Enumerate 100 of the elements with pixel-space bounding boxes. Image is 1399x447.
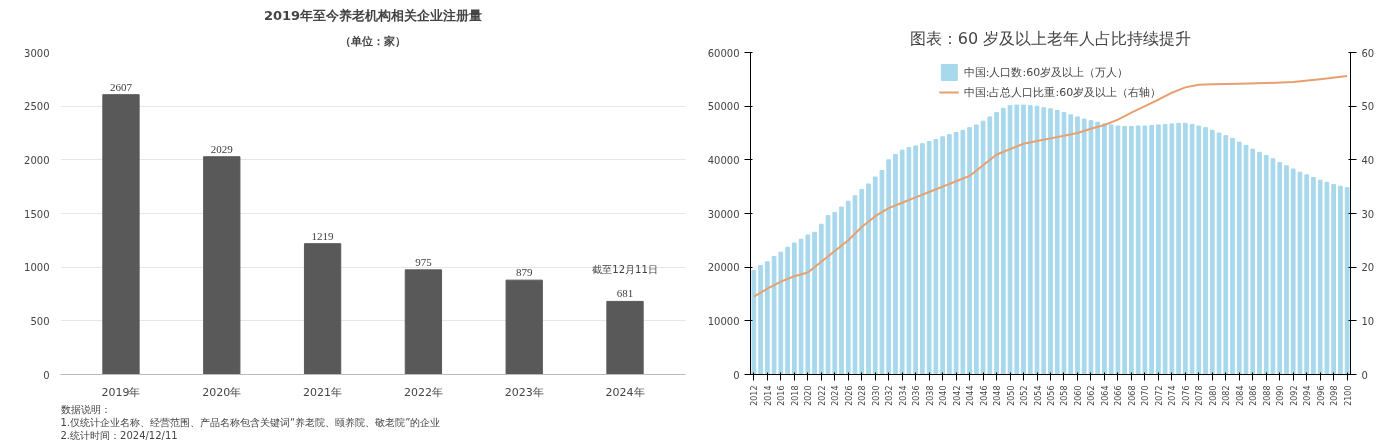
bar xyxy=(1095,121,1101,375)
x-tick-label: 2024年 xyxy=(605,385,645,399)
x-tick-label: 2050 xyxy=(1006,385,1016,406)
x-tick-label: 2082 xyxy=(1222,385,1232,406)
y-tick-label: 40000 xyxy=(707,154,740,166)
x-tick-label: 2078 xyxy=(1195,385,1205,406)
y-tick-label: 3000 xyxy=(24,47,50,59)
x-tick-label: 2030 xyxy=(871,385,881,406)
y2-tick-label: 60 xyxy=(1361,47,1375,59)
x-tick-label: 2026 xyxy=(844,385,854,406)
x-tick-label: 2014 xyxy=(763,385,773,406)
bar xyxy=(1075,116,1080,375)
text: 2.统计时间：2024/12/11 xyxy=(60,429,178,441)
y-tick-label: 30000 xyxy=(707,208,740,220)
bar xyxy=(1027,105,1033,375)
x-tick-label: 2076 xyxy=(1181,385,1191,406)
x-tick-label: 2023年 xyxy=(504,385,544,399)
y-tick-label: 1000 xyxy=(24,262,50,274)
bar xyxy=(1182,122,1188,375)
x-tick-label: 2020 xyxy=(804,385,814,406)
bar xyxy=(818,223,824,375)
y2-tick-label: 40 xyxy=(1361,154,1375,166)
bar xyxy=(1209,129,1215,375)
bar xyxy=(1203,127,1208,375)
data-label: 681 xyxy=(616,287,634,300)
bar xyxy=(1048,108,1053,375)
x-tick-label: 2016 xyxy=(777,385,787,406)
bar xyxy=(1236,141,1242,375)
x-tick-label: 2036 xyxy=(912,385,922,406)
bar xyxy=(1344,187,1350,375)
x-tick-label: 2070 xyxy=(1141,385,1151,406)
bar xyxy=(751,269,757,375)
x-tick-label: 2021年 xyxy=(303,385,343,399)
bar xyxy=(203,156,241,375)
x-tick-label: 2040 xyxy=(939,385,949,406)
x-tick-label: 2064 xyxy=(1100,385,1110,406)
x-tick-label: 2090 xyxy=(1276,385,1286,406)
bar xyxy=(940,136,945,375)
x-tick-label: 2062 xyxy=(1087,385,1097,406)
bar xyxy=(1149,124,1154,375)
y-tick-label: 50000 xyxy=(707,101,740,113)
legend-label: 中国:占总人口比重:60岁及以上（右轴） xyxy=(963,84,1162,100)
bar xyxy=(1331,184,1336,375)
bar xyxy=(967,127,972,375)
x-tick-label: 2068 xyxy=(1127,385,1137,406)
legend-label: 中国:人口数:60岁及以上（万人） xyxy=(963,64,1129,80)
bar xyxy=(404,269,443,375)
y-tick-label: 0 xyxy=(733,369,740,381)
bar xyxy=(893,153,898,375)
x-tick-label: 2074 xyxy=(1168,385,1178,406)
y-tick-label: 0 xyxy=(43,369,50,381)
bar xyxy=(791,242,797,375)
bar xyxy=(812,231,817,375)
bar xyxy=(994,112,999,375)
bar xyxy=(1156,124,1161,375)
bar xyxy=(765,261,770,375)
x-tick-label: 2098 xyxy=(1330,385,1340,406)
y2-tick-label: 10 xyxy=(1361,315,1375,327)
x-tick-label: 2034 xyxy=(898,385,908,406)
data-label: 975 xyxy=(415,255,433,268)
bar xyxy=(859,188,865,375)
bar xyxy=(606,300,644,375)
x-tick-label: 2054 xyxy=(1033,385,1043,406)
x-tick-label: 2048 xyxy=(993,385,1003,406)
x-tick-label: 2038 xyxy=(925,385,935,406)
x-tick-label: 2020年 xyxy=(202,385,242,399)
x-tick-label: 2080 xyxy=(1208,385,1218,406)
bar xyxy=(1129,126,1134,375)
chart-title: 2019年至今养老机构相关企业注册量 xyxy=(263,7,483,23)
bar xyxy=(1284,165,1289,375)
y-tick-label: 2000 xyxy=(24,154,50,166)
bar xyxy=(1311,177,1316,375)
y2-tick-label: 20 xyxy=(1361,262,1375,274)
x-tick-label: 2072 xyxy=(1154,385,1164,406)
bar xyxy=(758,265,763,375)
x-tick-label: 2044 xyxy=(966,385,976,406)
bar xyxy=(1176,122,1181,375)
bar xyxy=(303,243,342,375)
bar xyxy=(1068,114,1074,375)
x-tick-label: 2088 xyxy=(1262,385,1272,406)
bar xyxy=(1338,185,1343,375)
bar xyxy=(920,143,925,375)
y-tick-label: 20000 xyxy=(707,262,740,274)
x-tick-label: 2096 xyxy=(1316,385,1326,406)
bar xyxy=(1021,104,1026,375)
data-label: 879 xyxy=(515,266,533,279)
bar xyxy=(973,124,979,375)
bar xyxy=(839,206,844,375)
bar xyxy=(1257,151,1262,375)
bar xyxy=(1230,137,1235,375)
bar xyxy=(505,279,543,375)
bar xyxy=(102,94,140,375)
x-tick-label: 2056 xyxy=(1047,385,1056,406)
data-label: 1219 xyxy=(311,229,335,242)
x-tick-label: 2060 xyxy=(1073,385,1083,406)
x-tick-label: 2022年 xyxy=(403,385,443,399)
y-tick-label: 60000 xyxy=(707,47,740,59)
text: 数据说明： xyxy=(60,403,111,415)
x-tick-label: 2052 xyxy=(1020,385,1030,406)
x-tick-label: 2092 xyxy=(1289,385,1299,406)
